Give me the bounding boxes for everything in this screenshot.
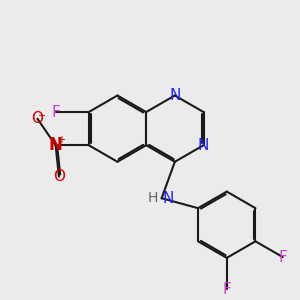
Text: F: F [51, 105, 60, 120]
Text: −: − [38, 111, 46, 121]
Text: F: F [278, 250, 287, 265]
Text: +: + [57, 135, 65, 145]
Text: H: H [148, 191, 158, 205]
Text: N: N [49, 136, 62, 154]
Text: N: N [169, 88, 181, 103]
Text: N: N [163, 191, 174, 206]
Text: O: O [32, 111, 44, 126]
Text: F: F [222, 282, 231, 297]
Text: O: O [53, 169, 65, 184]
Text: N: N [198, 138, 209, 153]
